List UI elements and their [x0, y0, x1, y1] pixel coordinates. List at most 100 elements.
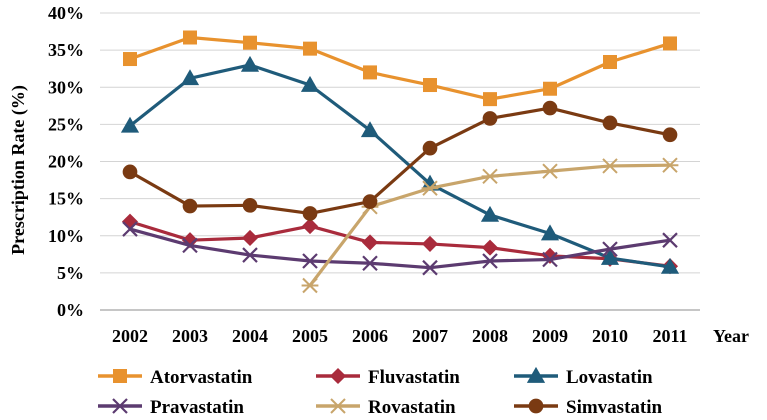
legend-item-lovastatin: Lovastatin	[514, 366, 653, 388]
data-point-simvastatin	[362, 194, 378, 209]
x-axis-ticks: 2002 2003 2004 2005 2006 2007 2008 2009 2010 2011	[112, 326, 688, 346]
y-tick-label: 30%	[48, 77, 84, 97]
data-point-pravastatin	[482, 253, 498, 269]
x-tick-label: 2008	[472, 326, 508, 346]
legend-marker-atorvastatin	[113, 369, 127, 383]
data-point-pravastatin	[182, 237, 198, 254]
y-tick-label: 15%	[48, 189, 84, 209]
data-point-lovastatin	[300, 75, 320, 92]
x-tick-label: 2010	[592, 326, 628, 346]
data-point-atorvastatin	[243, 35, 257, 50]
legend-item-atorvastatin: Atorvastatin	[98, 367, 253, 388]
data-point-fluvastatin	[361, 234, 379, 251]
data-point-pravastatin	[302, 253, 318, 269]
x-axis-title: Year	[713, 326, 749, 346]
legend-item-fluvastatin: Fluvastatin	[316, 367, 460, 388]
data-point-lovastatin	[660, 257, 680, 274]
series-atorvastatin	[123, 30, 677, 107]
x-tick-label: 2011	[652, 326, 687, 346]
legend-label: Pravastatin	[150, 397, 244, 418]
series-line-lovastatin	[129, 63, 671, 269]
data-point-simvastatin	[302, 206, 318, 221]
y-tick-label: 0%	[57, 300, 84, 320]
data-point-simvastatin	[482, 111, 498, 126]
y-tick-label: 25%	[48, 114, 84, 134]
series-pravastatin	[122, 221, 678, 276]
data-point-fluvastatin	[541, 247, 559, 264]
legend-label: Lovastatin	[566, 367, 653, 388]
series-line-rovastatin	[308, 163, 671, 287]
y-tick-label: 20%	[48, 152, 84, 172]
data-point-lovastatin	[240, 55, 260, 72]
data-point-pravastatin	[602, 241, 618, 257]
y-tick-label: 35%	[48, 40, 84, 60]
y-axis-title: Prescription Rate (%)	[8, 85, 29, 255]
data-point-pravastatin	[362, 255, 378, 272]
data-point-atorvastatin	[663, 36, 677, 51]
series-line-pravastatin	[129, 227, 671, 270]
x-tick-label: 2006	[352, 326, 388, 346]
data-point-atorvastatin	[123, 52, 137, 67]
data-point-lovastatin	[480, 205, 500, 222]
data-point-simvastatin	[182, 198, 198, 214]
data-point-pravastatin	[662, 232, 678, 248]
data-point-simvastatin	[122, 164, 138, 180]
y-axis-ticks: 0% 5% 10% 15% 20% 25% 30% 35% 40%	[48, 3, 84, 320]
legend-marker-pravastatin	[112, 398, 128, 414]
data-point-rovastatin	[601, 158, 619, 174]
legend-item-rovastatin: Rovastatin	[316, 397, 456, 418]
x-tick-label: 2004	[232, 326, 268, 346]
legend-item-pravastatin: Pravastatin	[98, 397, 244, 418]
data-point-rovastatin	[421, 180, 439, 196]
series-lovastatin	[120, 55, 680, 274]
data-point-atorvastatin	[303, 41, 317, 56]
legend-marker-lovastatin	[526, 366, 546, 383]
data-point-lovastatin	[540, 224, 560, 241]
data-point-rovastatin	[301, 277, 319, 294]
legend-label: Simvastatin	[566, 397, 663, 418]
y-tick-label: 40%	[48, 3, 84, 23]
legend-marker-simvastatin	[528, 398, 544, 414]
series-simvastatin	[122, 100, 678, 221]
data-point-atorvastatin	[543, 81, 557, 96]
data-point-rovastatin	[481, 168, 499, 185]
data-point-rovastatin	[661, 157, 679, 173]
data-point-atorvastatin	[423, 78, 437, 93]
data-point-pravastatin	[122, 221, 138, 237]
x-tick-label: 2003	[172, 326, 208, 346]
data-point-atorvastatin	[363, 65, 377, 80]
legend-marker-rovastatin	[329, 398, 347, 414]
series-rovastatin	[301, 157, 679, 294]
legend-marker-fluvastatin	[329, 367, 347, 385]
data-point-fluvastatin	[421, 235, 439, 252]
legend: Atorvastatin Fluvastatin Lovastatin Pravast…	[98, 366, 663, 418]
data-point-atorvastatin	[603, 55, 617, 70]
series-line-fluvastatin	[129, 220, 671, 268]
legend-label: Fluvastatin	[368, 367, 460, 388]
data-point-simvastatin	[422, 140, 438, 156]
gridlines	[100, 12, 700, 311]
data-point-lovastatin	[180, 69, 200, 86]
series-line-atorvastatin	[129, 35, 671, 101]
legend-label: Rovastatin	[368, 397, 456, 418]
data-point-pravastatin	[542, 251, 558, 268]
legend-label: Atorvastatin	[150, 367, 253, 388]
data-point-simvastatin	[662, 127, 678, 143]
data-point-simvastatin	[602, 115, 618, 131]
data-point-atorvastatin	[483, 92, 497, 107]
x-tick-label: 2002	[112, 326, 148, 346]
data-point-fluvastatin	[481, 239, 499, 256]
data-point-simvastatin	[242, 197, 258, 213]
data-point-lovastatin	[600, 248, 620, 265]
data-point-lovastatin	[360, 121, 380, 138]
data-point-lovastatin	[120, 116, 140, 133]
x-tick-label: 2009	[532, 326, 568, 346]
data-point-simvastatin	[542, 100, 558, 116]
y-tick-label: 10%	[48, 226, 84, 246]
series-line-simvastatin	[129, 106, 671, 216]
series-lines	[120, 30, 680, 294]
data-point-atorvastatin	[183, 30, 197, 45]
data-point-rovastatin	[541, 163, 559, 179]
